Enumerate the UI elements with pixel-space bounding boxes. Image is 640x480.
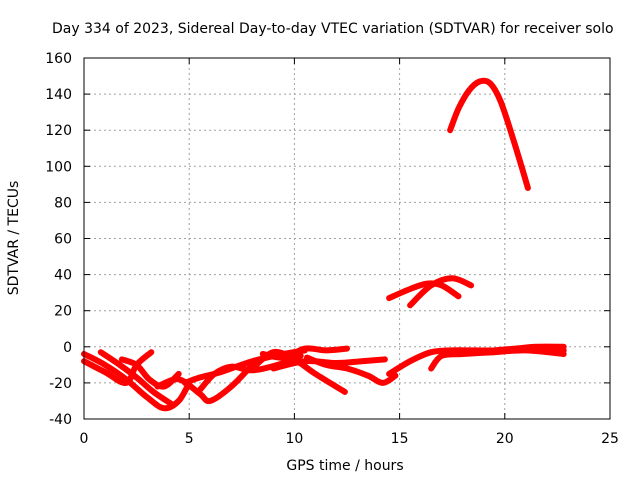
chart-title: Day 334 of 2023, Sidereal Day-to-day VTE…: [52, 21, 614, 37]
y-tick-label: -20: [49, 376, 72, 392]
x-tick-label: 5: [185, 431, 194, 447]
y-tick-label: -40: [49, 412, 72, 428]
y-tick-label: 160: [45, 51, 72, 67]
series-line-trace-17: [447, 77, 531, 191]
y-tick-label: 100: [45, 159, 72, 175]
x-tick-label: 10: [285, 431, 303, 447]
series-layer: [81, 77, 567, 412]
x-axis-title: GPS time / hours: [286, 458, 403, 474]
x-tick-label: 0: [80, 431, 89, 447]
y-tick-label: 20: [54, 304, 72, 320]
series-line-trace-3: [97, 349, 176, 408]
x-tick-label: 20: [496, 431, 514, 447]
series-line-trace-9: [259, 345, 350, 361]
x-tick-label: 15: [391, 431, 409, 447]
series-line-trace-14: [491, 343, 567, 354]
series-line-trace-13: [428, 347, 567, 372]
series-line-trace-10: [270, 356, 388, 372]
y-tick-label: 140: [45, 87, 72, 103]
series-line-trace-15: [386, 280, 462, 302]
series-line-trace-16: [407, 275, 475, 309]
y-tick-label: 0: [63, 340, 72, 356]
y-tick-label: 120: [45, 123, 72, 139]
y-tick-label: 80: [54, 195, 72, 211]
series-line-trace-5: [154, 361, 256, 405]
tick-marks: [83, 57, 611, 420]
x-tick-label: 25: [601, 431, 619, 447]
y-tick-labels: -40 -20 0 20 40 60 80 100 120 140 160: [45, 51, 72, 428]
x-tick-labels: 0 5 10 15 20 25: [80, 431, 619, 447]
series-line-trace-11: [304, 354, 399, 386]
y-axis-title: SDTVAR / TECUs: [6, 181, 22, 296]
y-tick-label: 40: [54, 268, 72, 284]
y-tick-label: 60: [54, 232, 72, 248]
series-line-trace-2: [81, 351, 193, 412]
